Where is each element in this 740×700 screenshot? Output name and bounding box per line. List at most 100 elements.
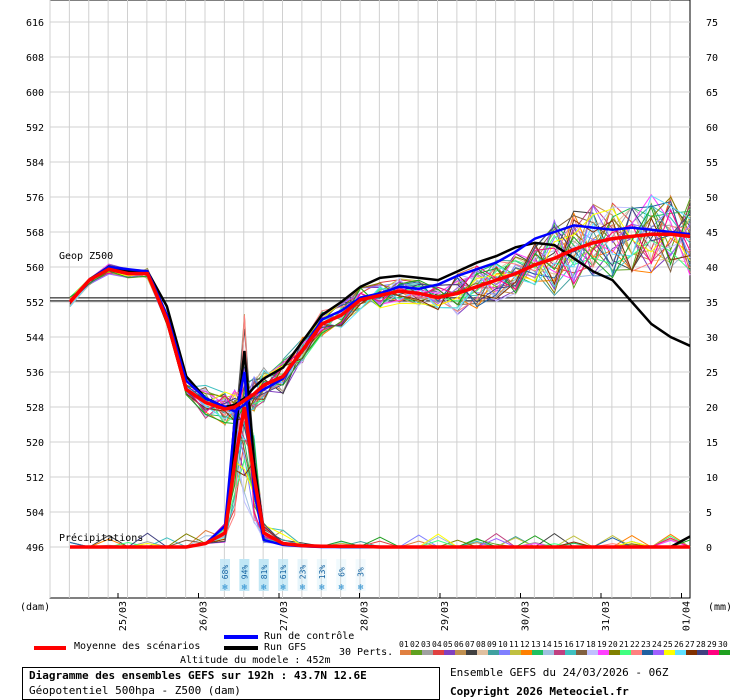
legend-control-swatch xyxy=(224,635,258,639)
right-tick-label: 70 xyxy=(706,53,718,64)
pert-number: 19 xyxy=(597,640,607,649)
pert-number: 07 xyxy=(465,640,475,649)
pert-number: 01 xyxy=(399,640,409,649)
pert-number: 04 xyxy=(432,640,442,649)
right-unit-label: (mm) xyxy=(708,602,732,613)
pert-swatch xyxy=(653,650,664,655)
pert-number: 18 xyxy=(586,640,596,649)
left-unit-label: (dam) xyxy=(20,602,50,613)
snow-probabilities: 68% ❄ 94% ❄ 81% ❄ 61% ❄ 23% ❄ 13% ❄ 6% ❄ 3% ❄ xyxy=(220,559,366,593)
pert-number: 15 xyxy=(553,640,563,649)
pert-swatch xyxy=(543,650,554,655)
snow-probability: 23% ❄ xyxy=(297,559,308,593)
snowflake-icon: ❄ xyxy=(319,583,325,593)
left-tick-label: 592 xyxy=(26,123,44,134)
left-tick-label: 536 xyxy=(26,368,44,379)
pert-number: 22 xyxy=(630,640,640,649)
pert-swatch xyxy=(719,650,730,655)
x-tick-label: 28/03 xyxy=(360,601,371,631)
snow-probability-label: 68% xyxy=(221,565,230,580)
snowflake-icon: ❄ xyxy=(222,583,228,593)
legend-mean-label: Moyenne des scénarios xyxy=(74,641,201,652)
pert-number: 12 xyxy=(520,640,530,649)
pert-number: 03 xyxy=(421,640,431,649)
right-tick-label: 5 xyxy=(706,508,712,519)
right-tick-label: 75 xyxy=(706,18,718,29)
pert-number: 13 xyxy=(531,640,541,649)
left-tick-label: 568 xyxy=(26,228,44,239)
x-tick-label: 26/03 xyxy=(199,601,210,631)
pert-swatch xyxy=(587,650,598,655)
right-tick-label: 50 xyxy=(706,193,718,204)
right-tick-label: 45 xyxy=(706,228,718,239)
right-tick-label: 65 xyxy=(706,88,718,99)
precip-section-label: Précipitations xyxy=(59,532,143,544)
snowflake-icon: ❄ xyxy=(242,583,248,593)
right-tick-label: 35 xyxy=(706,298,718,309)
snow-probability: 81% ❄ xyxy=(258,559,269,593)
left-tick-label: 560 xyxy=(26,263,44,274)
pert-swatch xyxy=(554,650,565,655)
ensemble-run-info: Ensemble GEFS du 24/03/2026 - 06Z xyxy=(450,666,669,679)
series-z500-line xyxy=(68,232,691,412)
left-tick-label: 528 xyxy=(26,403,44,414)
pert-swatch xyxy=(697,650,708,655)
snow-probability-label: 6% xyxy=(337,567,346,577)
pert-swatch xyxy=(466,650,477,655)
pert-number: 06 xyxy=(454,640,464,649)
pert-number: 11 xyxy=(509,640,519,649)
snow-probability-bar xyxy=(355,559,366,591)
snow-probability-bar xyxy=(278,559,289,591)
pert-swatch xyxy=(708,650,719,655)
x-tick-label: 01/04 xyxy=(682,601,693,631)
left-tick-label: 496 xyxy=(26,543,44,554)
series-z500-line xyxy=(69,224,691,413)
pert-swatch xyxy=(664,650,675,655)
legend-mean-swatch xyxy=(34,646,66,650)
snow-probability-label: 23% xyxy=(299,565,308,580)
left-tick-label: 608 xyxy=(26,53,44,64)
pert-swatch xyxy=(411,650,422,655)
pert-swatch xyxy=(609,650,620,655)
legend-gfs-label: Run GFS xyxy=(264,642,307,653)
snow-probability-label: 61% xyxy=(279,565,288,580)
pert-number: 29 xyxy=(707,640,717,649)
pert-swatch xyxy=(455,650,466,655)
copyright: Copyright 2026 Meteociel.fr xyxy=(450,685,629,698)
pert-number: 30 xyxy=(718,640,728,649)
snow-probability-label: 13% xyxy=(318,565,327,580)
left-tick-label: 552 xyxy=(26,298,44,309)
pert-number: 16 xyxy=(564,640,574,649)
pert-number: 09 xyxy=(487,640,497,649)
pert-swatch xyxy=(631,650,642,655)
pert-swatch xyxy=(422,650,433,655)
snow-probability: 3% ❄ xyxy=(355,559,366,593)
pert-swatch xyxy=(576,650,587,655)
left-tick-label: 616 xyxy=(26,18,44,29)
pert-swatch xyxy=(642,650,653,655)
pert-swatch xyxy=(510,650,521,655)
right-tick-label: 40 xyxy=(706,263,718,274)
snowflake-icon: ❄ xyxy=(358,583,364,593)
x-tick-label: 30/03 xyxy=(521,601,532,631)
pert-swatch xyxy=(521,650,532,655)
left-tick-label: 504 xyxy=(26,508,44,519)
snow-probability-bar xyxy=(220,559,230,591)
right-tick-label: 25 xyxy=(706,368,718,379)
series-z500-line xyxy=(69,241,691,409)
snow-probability-bar xyxy=(336,559,347,591)
left-tick-label: 512 xyxy=(26,473,44,484)
pert-swatch xyxy=(675,650,686,655)
snow-probability: 61% ❄ xyxy=(278,559,289,593)
left-tick-label: 576 xyxy=(26,193,44,204)
pert-number: 20 xyxy=(608,640,618,649)
x-tick-label: 25/03 xyxy=(118,601,129,631)
pert-numbers: 0102030405060708091011121314151617181920… xyxy=(399,640,729,649)
left-tick-label: 520 xyxy=(26,438,44,449)
altitude-label: Altitude du modele : 452m xyxy=(180,655,331,666)
right-tick-label: 20 xyxy=(706,403,718,414)
right-tick-label: 60 xyxy=(706,123,718,134)
snow-probability-bar xyxy=(239,559,250,591)
pert-swatch xyxy=(532,650,543,655)
